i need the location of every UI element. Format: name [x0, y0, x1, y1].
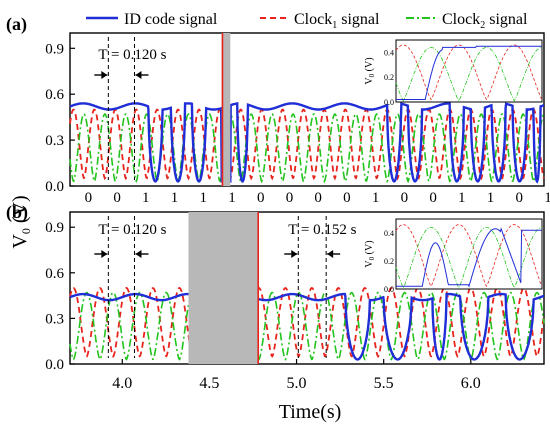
inset-frame	[395, 39, 543, 103]
bit-label: 1	[458, 190, 466, 206]
period-annotation: T = 0.120 s	[98, 47, 166, 63]
y-tick-label: 0.6	[45, 266, 64, 282]
bit-label: 0	[113, 190, 121, 206]
inset-y-tick-label: 0.2	[384, 257, 394, 266]
x-tick-label: 5.5	[374, 375, 394, 392]
bit-label: 0	[516, 190, 524, 206]
inset-frame	[395, 218, 543, 290]
inset-y-tick-label: 0.0	[384, 98, 394, 107]
inset-series-line	[395, 224, 543, 288]
y-tick-label: 0.3	[45, 133, 64, 149]
y-tick-label: 0.6	[45, 87, 64, 103]
x-tick-label: 4.0	[112, 375, 132, 392]
y-tick-label: 0.9	[45, 220, 64, 236]
y-tick-label: 0.0	[45, 179, 64, 195]
bit-label: 1	[171, 190, 179, 206]
y-tick-label: 0.9	[45, 41, 64, 57]
bit-label: 1	[200, 190, 208, 206]
inset-y-tick-label: 0.4	[384, 229, 394, 238]
inset-series-line	[395, 46, 543, 102]
clock1-series-line	[69, 286, 545, 359]
id-code-series-line	[69, 292, 545, 361]
inset-series-line	[395, 44, 543, 101]
gray-band	[188, 212, 259, 364]
bit-label: 0	[429, 190, 437, 206]
legend: ID code signal Clock1 signal Clock2 sign…	[86, 11, 528, 31]
period-arrowhead-left	[291, 250, 298, 258]
legend-label-id: ID code signal	[124, 11, 218, 28]
period-annotation: T = 0.152 s	[288, 222, 356, 238]
y-axis-label: V0 (V)	[9, 195, 33, 248]
bit-label: 0	[286, 190, 294, 206]
inset-y-label: V0 (V)	[364, 57, 376, 84]
gray-band	[221, 33, 231, 186]
inset-y-tick-label: 0.2	[384, 73, 394, 82]
inset-y-tick-label: 0.0	[384, 285, 394, 294]
inset-y-tick-label: 0.4	[384, 48, 394, 57]
bit-label: 1	[372, 190, 380, 206]
bit-label: 0	[401, 190, 409, 206]
panel-b-frame	[69, 211, 545, 365]
panel-a: (a) 0.0 0.3 0.6 0.9 T = 0.120 s 0 0 1 1 1 1 0 0 0 0 1…	[6, 14, 550, 206]
inset-id-series-line	[396, 227, 542, 288]
period-arrowhead-right	[327, 250, 334, 258]
x-tick-label: 4.5	[199, 375, 219, 392]
legend-label-clock1: Clock1 signal	[294, 11, 380, 31]
period-arrowhead-right	[135, 250, 142, 258]
legend-label-clock2: Clock2 signal	[442, 11, 528, 31]
panel-b: (b) 0.0 0.3 0.6 0.9 4.0 4.5 5.0 5.5 6.0 T = 0.1…	[6, 202, 545, 392]
bit-label: 0	[85, 190, 93, 206]
bit-label: 0	[314, 190, 322, 206]
bit-label: 0	[343, 190, 351, 206]
y-tick-label: 0.3	[45, 311, 64, 327]
period-arrowhead-left	[101, 71, 108, 79]
panel-b-label: (b)	[6, 202, 28, 223]
clock2-series-line	[69, 291, 545, 361]
x-tick-label: 6.0	[461, 375, 481, 392]
period-arrowhead-right	[135, 71, 142, 79]
inset-id-series-line	[396, 45, 542, 100]
panel-a-frame	[69, 32, 545, 187]
inset-series-line	[395, 226, 543, 289]
bit-label: 1	[544, 190, 550, 206]
bit-label: 1	[142, 190, 150, 206]
inset-y-label: V0 (V)	[364, 240, 376, 267]
x-tick-label: 5.0	[287, 375, 307, 392]
period-arrowhead-left	[101, 250, 108, 258]
id-code-series-line	[69, 101, 545, 184]
bit-label: 1	[228, 190, 236, 206]
x-axis-label: Time(s)	[279, 401, 342, 423]
y-tick-label: 0.0	[45, 357, 64, 373]
period-annotation: T = 0.120 s	[98, 222, 166, 238]
bit-label: 1	[487, 190, 495, 206]
bit-label: 0	[257, 190, 265, 206]
panel-a-label: (a)	[6, 14, 27, 35]
